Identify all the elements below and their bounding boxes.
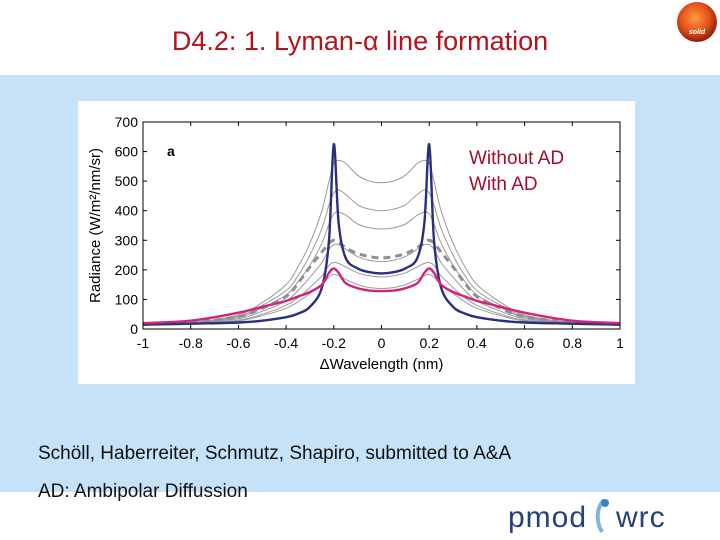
y-tick-label: 600	[115, 144, 139, 160]
series-line-dashed	[142, 238, 621, 327]
y-tick-label: 200	[115, 262, 139, 278]
legend-without-ad: Without AD	[469, 148, 565, 169]
x-tick-label: -1	[137, 335, 150, 351]
x-tick-label: -0.2	[322, 335, 346, 351]
series-line-with-ad	[142, 267, 621, 325]
y-tick-label: 0	[130, 321, 138, 337]
series-line-thin-3	[142, 159, 621, 326]
y-tick-label: 400	[115, 203, 139, 219]
series-line-thin-7	[142, 261, 621, 326]
y-tick-label: 300	[115, 232, 139, 248]
pmod-wrc-logo: pmod wrc	[500, 498, 700, 538]
series-line-thin-8	[142, 273, 621, 326]
series-line-without-ad	[142, 142, 621, 326]
y-tick-label: 100	[115, 291, 139, 307]
x-tick-label: 0.8	[563, 335, 583, 351]
x-tick-label: 0.6	[515, 335, 535, 351]
x-tick-label: 0	[378, 335, 386, 351]
x-tick-label: 0.4	[467, 335, 487, 351]
lyman-alpha-chart: -1 -0.8 -0.6 -0.4 -0.2 0 0.2 0.4 0.6 0.8 1 0 100 200 3…	[87, 114, 624, 373]
ad-note-text: AD: Ambipolar Diffussion	[38, 481, 248, 502]
x-axis-label: ΔWavelength (nm)	[320, 356, 444, 373]
y-tick-label: 500	[115, 173, 139, 189]
x-tick-label: 0.2	[419, 335, 439, 351]
solid-logo-text: solid	[688, 29, 706, 36]
y-tick-label: 700	[115, 114, 139, 130]
legend-with-ad: With AD	[469, 174, 538, 195]
series-line-thin-6	[142, 243, 621, 326]
y-axis-label: Radiance (W/m²/nm/sr)	[87, 148, 104, 303]
x-tick-label: -0.6	[226, 335, 250, 351]
solid-logo: solid	[677, 2, 717, 42]
swoosh-icon	[595, 498, 609, 534]
x-tick-label: -0.4	[274, 335, 298, 351]
figure-panel: -1 -0.8 -0.6 -0.4 -0.2 0 0.2 0.4 0.6 0.8 1 0 100 200 3…	[78, 101, 635, 384]
x-tick-label: -0.8	[179, 335, 203, 351]
pmod-logo-text: pmod	[508, 501, 588, 534]
x-tick-label: 1	[616, 335, 624, 351]
slide-title: D4.2: 1. Lyman-α line formation	[171, 26, 549, 56]
wrc-logo-text: wrc	[616, 501, 666, 534]
series-line-thin-5	[142, 211, 621, 326]
citation-text: Schöll, Haberreiter, Schmutz, Shapiro, s…	[38, 443, 512, 464]
series-line-thin-4	[142, 189, 621, 326]
panel-label: a	[167, 143, 175, 159]
